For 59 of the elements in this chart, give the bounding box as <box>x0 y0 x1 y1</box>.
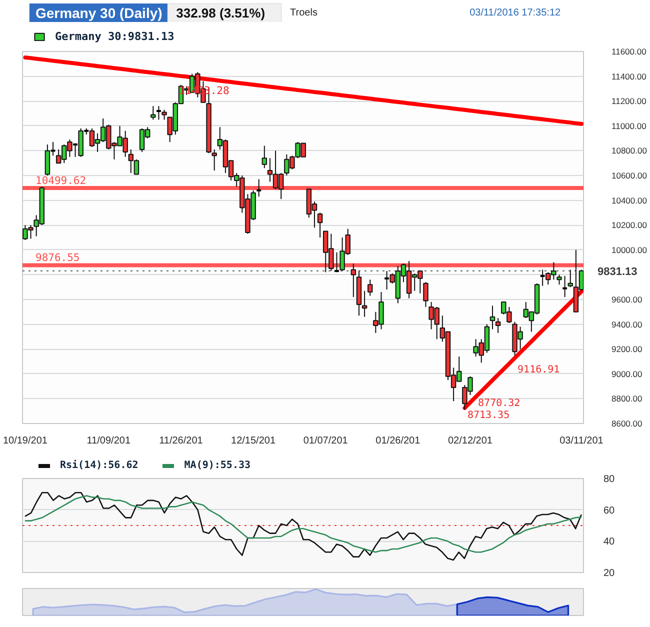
candlestick <box>44 144 50 176</box>
y-tick-label: 11600.00 <box>612 46 647 56</box>
line-series <box>23 55 584 126</box>
y-tick-label: 10200.00 <box>612 220 648 230</box>
annotation: 9116.91 <box>518 364 560 376</box>
text: 03/11/2016 17:35:12 <box>470 8 562 18</box>
x-tick-label: 11/09/201 <box>86 436 131 446</box>
candlestick <box>350 263 356 298</box>
candlestick <box>568 269 573 288</box>
y-tick-label: 9400.00 <box>612 319 642 330</box>
x-tick-label: 11/26/201 <box>159 436 204 446</box>
line-series <box>24 492 582 561</box>
y-tick-label: 9600.00 <box>612 294 642 304</box>
x-tick-label: 02/12/201 <box>448 436 493 446</box>
candlestick <box>556 274 562 286</box>
y-tick-label: 9200.00 <box>612 344 642 354</box>
candlestick <box>162 109 167 120</box>
candlestick <box>362 290 368 318</box>
y-tick-label: 11200.00 <box>612 96 647 106</box>
annotation: 8713.35 <box>467 410 510 422</box>
chart-title: Germany 30 (Daily) <box>35 5 162 21</box>
line-series <box>24 495 582 553</box>
y-tick-label: 80 <box>604 474 616 485</box>
y-tick-label: 10800.00 <box>612 146 648 156</box>
y-tick-label: 10000.00 <box>612 244 648 255</box>
candlestick <box>317 212 323 238</box>
candlestick <box>262 145 268 169</box>
ref-line-label: 9831.13 <box>598 266 638 278</box>
candlestick <box>423 282 428 308</box>
x-tick-label: 03/11/201 <box>560 436 604 446</box>
candlestick <box>150 106 156 120</box>
y-tick-label: 10600.00 <box>612 170 648 180</box>
ref-line-label: 10499.62 <box>36 174 86 187</box>
y-tick-label: 9000.00 <box>612 368 642 379</box>
x-tick-label: 10/19/201 <box>2 436 48 446</box>
candlestick <box>490 305 496 330</box>
legend-label: Rsi(14):56.62 <box>60 459 138 471</box>
y-tick-label: 20 <box>604 568 616 579</box>
y-tick-label: 40 <box>604 536 616 548</box>
legend-label: MA(9):55.33 <box>184 459 251 471</box>
candlestick <box>495 318 501 334</box>
x-tick-label: 12/15/201 <box>231 436 276 446</box>
y-tick-label: 11000.00 <box>612 120 647 131</box>
candlestick <box>334 252 340 273</box>
x-tick-label: 01/07/201 <box>303 436 348 446</box>
chart-subtitle: 332.98 (3.51%) <box>176 6 266 20</box>
y-tick-label: 8800.00 <box>612 394 642 404</box>
x-tick-label: 01/26/201 <box>376 436 421 446</box>
text: Troels <box>290 8 318 18</box>
y-tick-label: 10400.00 <box>612 195 648 206</box>
ref-line-label: 9876.55 <box>36 252 80 264</box>
line-series <box>462 289 584 410</box>
legend-label: Germany 30:9831.13 <box>55 30 174 43</box>
candlestick <box>367 279 373 296</box>
annotation: 8770.32 <box>478 398 520 410</box>
y-tick-label: 60 <box>604 505 616 516</box>
y-tick-label: 11400.00 <box>612 71 647 82</box>
y-tick-label: 8600.00 <box>612 418 642 428</box>
candlestick <box>212 148 217 172</box>
